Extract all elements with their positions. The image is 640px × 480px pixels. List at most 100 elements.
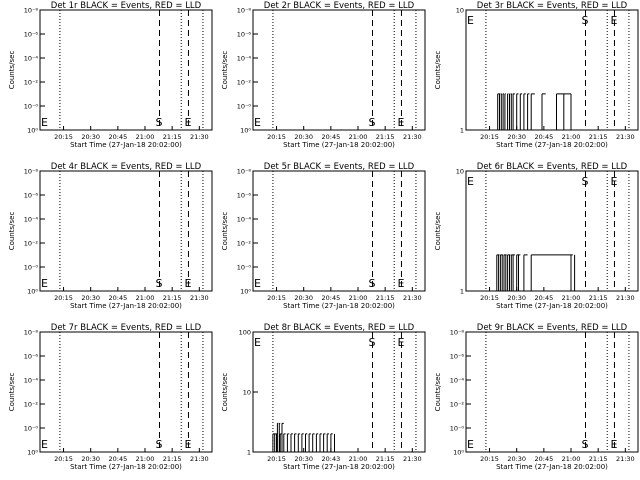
x-tick-label: 21:15 bbox=[163, 294, 182, 302]
x-tick-label: 21:00 bbox=[562, 133, 581, 141]
y-tick-label: 10⁻⁴ bbox=[237, 216, 252, 224]
x-tick-label: 20:15 bbox=[54, 294, 73, 302]
x-axis-label: Start Time (27-Jan-18 20:02:00) bbox=[283, 463, 395, 471]
plot-frame bbox=[39, 170, 213, 292]
x-tick-label: 20:15 bbox=[480, 133, 499, 141]
y-tick-label: 10⁻⁸ bbox=[450, 329, 465, 337]
plot-frame bbox=[252, 170, 426, 292]
y-tick-label: 10⁻⁴ bbox=[24, 55, 39, 63]
detector-panel-5: Det 5r BLACK = Events, RED = LLD 10⁻⁸ 10⁻⁶… bbox=[221, 162, 426, 310]
x-tick-label: 21:00 bbox=[562, 294, 581, 302]
panel-title: Det 9r BLACK = Events, RED = LLD bbox=[477, 323, 628, 333]
x-tick-label: 20:30 bbox=[294, 455, 313, 463]
x-axis-label: Start Time (27-Jan-18 20:02:00) bbox=[496, 463, 608, 471]
marker-e: E bbox=[397, 116, 404, 129]
y-tick-label: 10⁻⁰ bbox=[24, 425, 39, 433]
x-tick-label: 21:00 bbox=[136, 455, 155, 463]
x-tick-label: 21:15 bbox=[163, 455, 182, 463]
y-tick-label: 10⁻⁶ bbox=[237, 192, 252, 200]
y-tick-label: 10⁻⁰ bbox=[237, 264, 252, 272]
panel-title: Det 1r BLACK = Events, RED = LLD bbox=[51, 1, 202, 11]
x-tick-label: 20:30 bbox=[81, 455, 100, 463]
x-tick-label: 20:45 bbox=[108, 455, 127, 463]
x-tick-label: 21:30 bbox=[190, 294, 209, 302]
y-tick-label: 10⁻² bbox=[24, 240, 39, 248]
y-tick-label: 10⁻² bbox=[450, 401, 465, 409]
y-tick-label: 10⁻⁴ bbox=[24, 377, 39, 385]
y-tick-label: 10⁻⁴ bbox=[237, 55, 252, 63]
marker-e: E bbox=[254, 116, 261, 129]
y-tick-label: 10⁻⁴ bbox=[24, 216, 39, 224]
plot-frame bbox=[465, 170, 639, 292]
y-tick-label: 10 bbox=[243, 389, 251, 397]
x-tick-label: 20:45 bbox=[534, 294, 553, 302]
series-events bbox=[496, 254, 576, 292]
x-tick-label: 20:30 bbox=[507, 294, 526, 302]
y-tick-label: 10⁻² bbox=[237, 240, 252, 248]
marker-e: E bbox=[184, 116, 191, 129]
panel-title: Det 3r BLACK = Events, RED = LLD bbox=[477, 1, 628, 11]
y-tick-label: 1 bbox=[460, 127, 464, 135]
y-tick-label: 100 bbox=[239, 329, 251, 337]
y-tick-label: 10⁻⁸ bbox=[237, 7, 252, 15]
y-tick-label: 10⁻⁰ bbox=[24, 264, 39, 272]
x-tick-label: 21:15 bbox=[589, 294, 608, 302]
y-tick-label: 10⁰ bbox=[240, 288, 251, 296]
detector-panel-7: Det 7r BLACK = Events, RED = LLD 10⁻⁸ 10⁻⁶… bbox=[8, 323, 213, 471]
x-tick-label: 20:45 bbox=[534, 455, 553, 463]
x-tick-label: 20:15 bbox=[480, 294, 499, 302]
marker-s: S bbox=[368, 116, 375, 129]
detector-panel-2: Det 2r BLACK = Events, RED = LLD 10⁻⁸ 10⁻⁶… bbox=[221, 1, 426, 149]
y-axis-label: Counts/sec bbox=[8, 373, 16, 412]
y-tick-label: 10⁻² bbox=[24, 79, 39, 87]
x-tick-label: 21:30 bbox=[616, 133, 635, 141]
y-tick-label: 10⁰ bbox=[27, 127, 38, 135]
panel-title: Det 8r BLACK = Events, RED = LLD bbox=[264, 323, 415, 333]
marker-e: E bbox=[184, 438, 191, 451]
plot-frame bbox=[252, 9, 426, 131]
plot-frame bbox=[465, 9, 639, 131]
x-tick-label: 21:15 bbox=[376, 133, 395, 141]
x-tick-label: 21:30 bbox=[190, 455, 209, 463]
marker-s: S bbox=[155, 116, 162, 129]
x-axis-label: Start Time (27-Jan-18 20:02:00) bbox=[70, 141, 182, 149]
x-tick-label: 21:30 bbox=[616, 455, 635, 463]
x-tick-label: 20:30 bbox=[507, 455, 526, 463]
marker-e: E bbox=[610, 438, 617, 451]
panel-title: Det 5r BLACK = Events, RED = LLD bbox=[264, 162, 415, 172]
y-tick-label: 10⁰ bbox=[453, 449, 464, 457]
marker-s: S bbox=[155, 277, 162, 290]
detector-panel-1: Det 1r BLACK = Events, RED = LLD 10⁻⁸ 10⁻⁶… bbox=[8, 1, 213, 149]
x-tick-label: 21:30 bbox=[403, 294, 422, 302]
y-axis-label: Counts/sec bbox=[434, 212, 442, 251]
x-tick-label: 20:45 bbox=[108, 294, 127, 302]
y-tick-label: 10⁻² bbox=[24, 401, 39, 409]
marker-e: E bbox=[610, 14, 617, 27]
series-events bbox=[272, 422, 335, 453]
y-tick-label: 10⁰ bbox=[27, 288, 38, 296]
y-tick-label: 1 bbox=[247, 449, 251, 457]
y-tick-label: 10⁻⁰ bbox=[237, 103, 252, 111]
panel-title: Det 6r BLACK = Events, RED = LLD bbox=[477, 162, 628, 172]
marker-e: E bbox=[397, 336, 404, 349]
x-tick-label: 20:30 bbox=[81, 294, 100, 302]
y-tick-label: 10⁻⁸ bbox=[237, 168, 252, 176]
x-tick-label: 21:30 bbox=[403, 133, 422, 141]
y-tick-label: 10⁻⁸ bbox=[24, 168, 39, 176]
y-tick-label: 10⁻⁰ bbox=[24, 103, 39, 111]
plot-frame bbox=[39, 9, 213, 131]
x-axis-label: Start Time (27-Jan-18 20:02:00) bbox=[283, 302, 395, 310]
y-tick-label: 10⁻⁴ bbox=[450, 377, 465, 385]
x-tick-label: 21:15 bbox=[376, 455, 395, 463]
x-axis-label: Start Time (27-Jan-18 20:02:00) bbox=[70, 302, 182, 310]
y-tick-label: 10⁻² bbox=[237, 79, 252, 87]
x-tick-label: 21:00 bbox=[349, 294, 368, 302]
x-tick-label: 21:30 bbox=[403, 455, 422, 463]
detector-panel-4: Det 4r BLACK = Events, RED = LLD 10⁻⁸ 10⁻⁶… bbox=[8, 162, 213, 310]
y-tick-label: 10⁻⁶ bbox=[24, 353, 39, 361]
plot-frame bbox=[39, 331, 213, 453]
panel-title: Det 4r BLACK = Events, RED = LLD bbox=[51, 162, 202, 172]
x-tick-label: 20:45 bbox=[321, 133, 340, 141]
x-tick-label: 20:15 bbox=[480, 455, 499, 463]
